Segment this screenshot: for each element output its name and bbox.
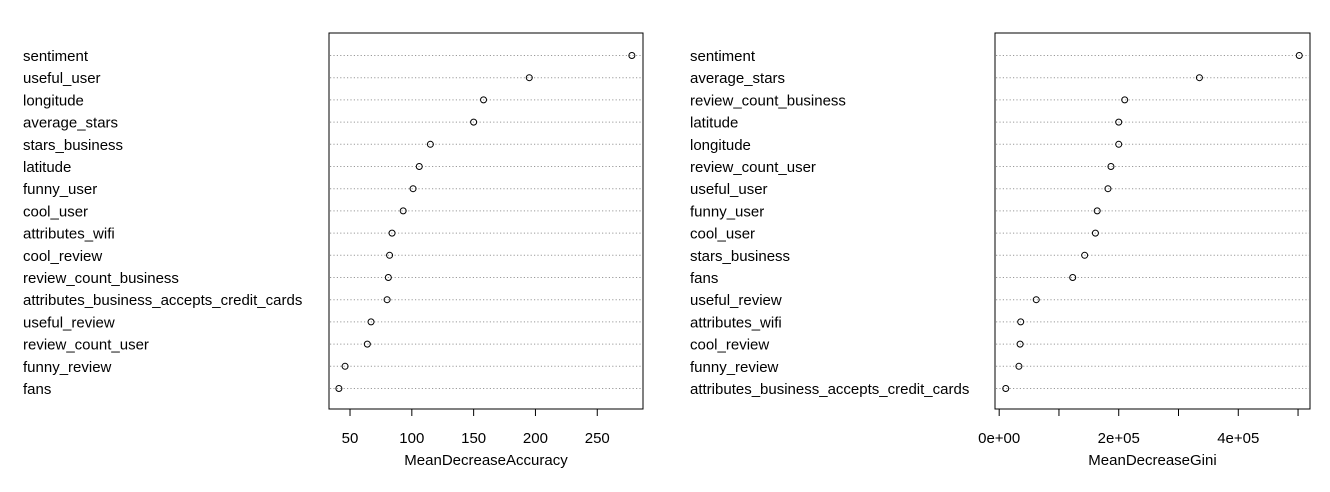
category-label: useful_user (23, 70, 101, 87)
x-tick-label: 200 (523, 430, 548, 447)
data-point (341, 362, 349, 370)
data-point (426, 140, 434, 148)
category-label: attributes_business_accepts_credit_cards (690, 381, 969, 398)
category-label: funny_user (23, 181, 97, 198)
category-label: review_count_user (23, 337, 149, 354)
category-label: useful_review (23, 314, 115, 331)
plot-frame (994, 32, 1311, 410)
data-point (1115, 140, 1123, 148)
category-label: stars_business (23, 137, 123, 154)
data-point (1002, 385, 1010, 392)
category-label: funny_review (23, 359, 112, 376)
category-label: cool_user (23, 203, 88, 220)
category-label: fans (690, 270, 718, 287)
data-point (383, 296, 391, 304)
data-point (1104, 185, 1112, 193)
category-label: funny_review (690, 359, 779, 376)
x-tick-label: 50 (342, 430, 359, 447)
x-tick-label: 0e+00 (978, 430, 1020, 447)
data-point (367, 318, 375, 326)
category-label: fans (23, 381, 51, 398)
category-label: funny_user (690, 203, 764, 220)
category-label: useful_user (690, 181, 768, 198)
plot-frame (328, 32, 644, 410)
category-label: review_count_user (690, 159, 816, 176)
x-tick-label: 2e+05 (1098, 430, 1140, 447)
category-label: review_count_business (23, 270, 179, 287)
category-label: cool_review (690, 337, 769, 354)
data-point (386, 251, 394, 259)
x-tick-label: 100 (399, 430, 424, 447)
data-point (628, 52, 636, 59)
data-point (1017, 318, 1025, 326)
category-label: longitude (23, 92, 84, 109)
data-point (1016, 340, 1024, 348)
category-label: sentiment (23, 48, 89, 65)
data-point (399, 207, 407, 215)
data-point (335, 385, 343, 392)
data-point (1195, 74, 1203, 82)
category-label: attributes_business_accepts_credit_cards (23, 292, 302, 309)
data-point (1121, 96, 1129, 104)
data-point (409, 185, 417, 193)
data-point (1107, 163, 1115, 170)
x-axis-title: MeanDecreaseAccuracy (404, 452, 568, 469)
data-point (470, 118, 478, 126)
gini-dotchart-panel: sentiment average_stars review_count_busin… (690, 32, 1311, 469)
category-label: cool_user (690, 226, 755, 243)
data-point (1032, 296, 1040, 304)
data-point (388, 229, 396, 237)
data-point (415, 163, 423, 170)
data-point (1093, 207, 1101, 215)
category-label: attributes_wifi (690, 314, 782, 331)
data-point (1091, 229, 1099, 237)
data-point (1015, 362, 1023, 370)
data-point (525, 74, 533, 82)
category-label: longitude (690, 137, 751, 154)
accuracy-dotchart-panel: sentiment useful_user longitude average_sta… (23, 32, 644, 469)
category-label: latitude (690, 115, 738, 132)
x-tick-label: 250 (585, 430, 610, 447)
category-label: average_stars (23, 115, 118, 132)
data-point (384, 274, 392, 281)
data-point (1295, 52, 1303, 59)
category-label: attributes_wifi (23, 226, 115, 243)
data-point (1081, 251, 1089, 259)
category-label: latitude (23, 159, 71, 176)
category-label: cool_review (23, 248, 102, 265)
data-point (1069, 274, 1077, 281)
x-axis-title: MeanDecreaseGini (1088, 452, 1216, 469)
data-point (480, 96, 488, 104)
category-label: review_count_business (690, 92, 846, 109)
data-point (1115, 118, 1123, 126)
data-point (363, 340, 371, 348)
category-label: average_stars (690, 70, 785, 87)
category-label: useful_review (690, 292, 782, 309)
x-tick-label: 4e+05 (1217, 430, 1259, 447)
category-label: stars_business (690, 248, 790, 265)
category-label: sentiment (690, 48, 756, 65)
x-tick-label: 150 (461, 430, 486, 447)
